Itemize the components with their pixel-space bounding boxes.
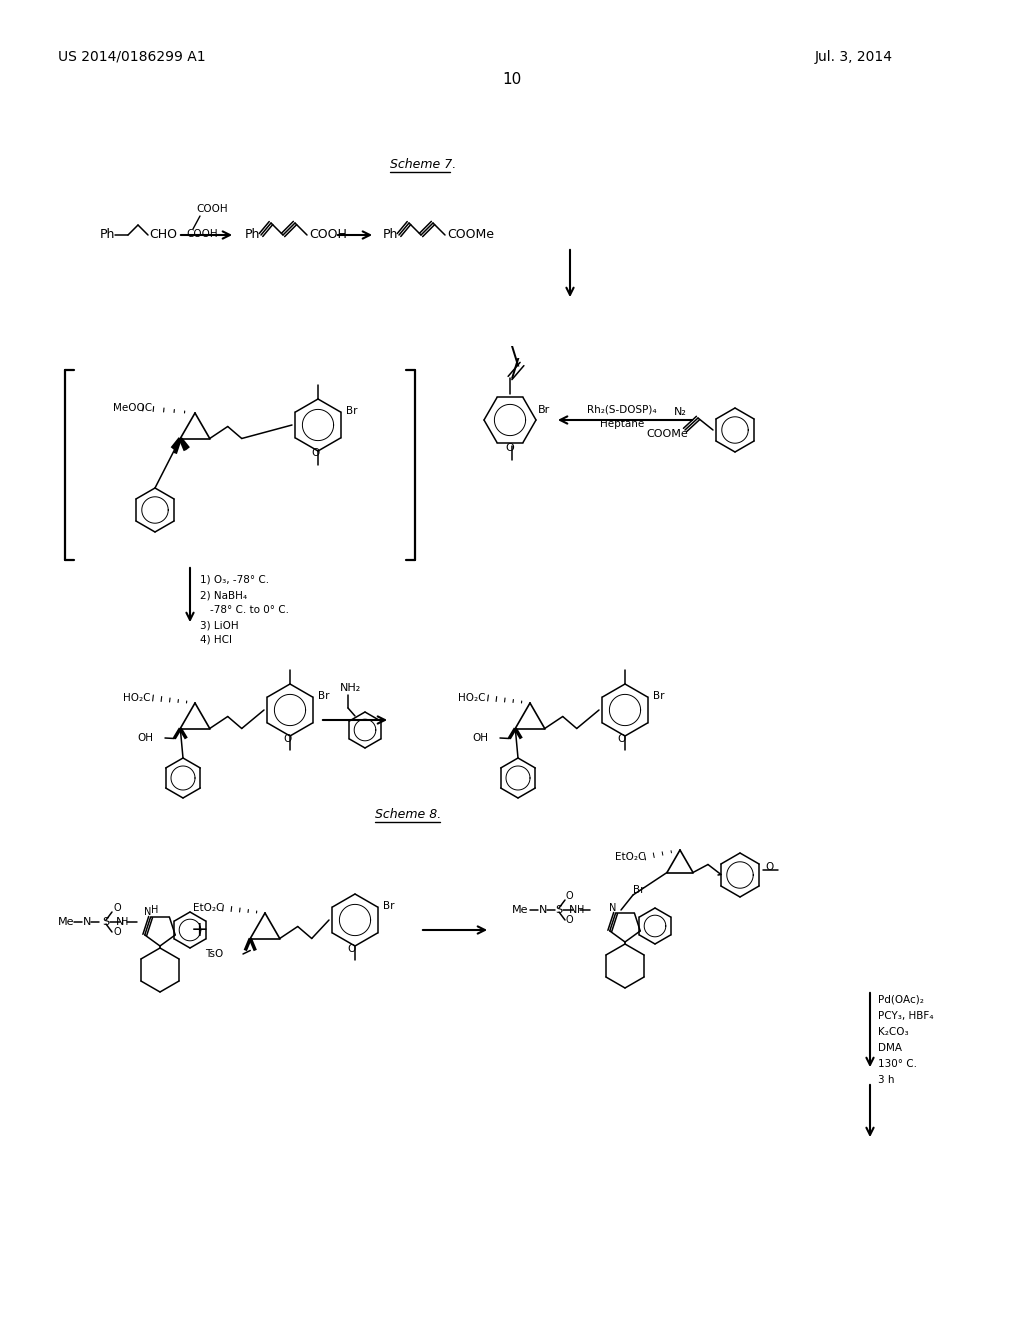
Text: /: / — [511, 356, 519, 380]
Text: Br: Br — [383, 902, 394, 911]
Text: OH: OH — [472, 733, 488, 743]
Text: H: H — [577, 906, 585, 915]
Text: Br: Br — [653, 690, 665, 701]
Text: HO₂C: HO₂C — [458, 693, 485, 704]
Text: COOH: COOH — [196, 205, 227, 214]
Text: NH₂: NH₂ — [340, 682, 361, 693]
Text: Jul. 3, 2014: Jul. 3, 2014 — [815, 50, 893, 63]
Text: Br: Br — [633, 884, 644, 895]
Text: O: O — [348, 944, 356, 954]
Text: Br: Br — [346, 407, 357, 416]
Text: O: O — [566, 891, 573, 902]
Text: 10: 10 — [503, 73, 521, 87]
Text: O: O — [765, 862, 773, 873]
Text: 3 h: 3 h — [878, 1074, 895, 1085]
Text: O: O — [505, 444, 514, 453]
Text: 4) HCl: 4) HCl — [200, 635, 232, 645]
Text: Ph: Ph — [245, 228, 260, 242]
Text: HO₂C: HO₂C — [123, 693, 151, 704]
Text: Rh₂(S-DOSP)₄: Rh₂(S-DOSP)₄ — [587, 405, 656, 414]
Text: H: H — [121, 917, 128, 927]
Text: -78° C. to 0° C.: -78° C. to 0° C. — [210, 605, 289, 615]
Text: US 2014/0186299 A1: US 2014/0186299 A1 — [58, 50, 206, 63]
Text: N: N — [569, 906, 578, 915]
Text: DMA: DMA — [878, 1043, 902, 1053]
Text: Ph: Ph — [383, 228, 398, 242]
Text: N: N — [609, 903, 616, 913]
Text: N: N — [539, 906, 548, 915]
Text: N: N — [116, 917, 124, 927]
Text: TsO: TsO — [205, 949, 223, 960]
Text: Br: Br — [538, 405, 550, 414]
Text: H: H — [152, 906, 159, 915]
Text: S: S — [102, 917, 110, 927]
Text: N: N — [144, 907, 152, 917]
Text: N: N — [83, 917, 91, 927]
Text: O: O — [311, 447, 319, 458]
Text: COOH: COOH — [186, 228, 218, 239]
Text: Heptane: Heptane — [600, 418, 644, 429]
Text: S: S — [555, 906, 562, 915]
Text: Br: Br — [318, 690, 330, 701]
Text: O: O — [113, 903, 121, 913]
Text: O: O — [566, 915, 573, 925]
Text: \: \ — [511, 345, 519, 368]
Text: PCY₃, HBF₄: PCY₃, HBF₄ — [878, 1011, 934, 1020]
Text: 130° C.: 130° C. — [878, 1059, 918, 1069]
Text: Me: Me — [512, 906, 528, 915]
Text: COOMe: COOMe — [646, 429, 688, 440]
Text: O: O — [617, 734, 626, 744]
Text: MeOOC: MeOOC — [113, 403, 153, 413]
Text: COOH: COOH — [309, 228, 347, 242]
Text: OH: OH — [137, 733, 153, 743]
Text: K₂CO₃: K₂CO₃ — [878, 1027, 908, 1038]
Text: Scheme 8.: Scheme 8. — [375, 808, 441, 821]
Text: 2) NaBH₄: 2) NaBH₄ — [200, 590, 247, 601]
Text: N₂: N₂ — [674, 407, 687, 417]
Text: Me: Me — [58, 917, 75, 927]
Text: EtO₂C: EtO₂C — [615, 851, 645, 862]
Text: Pd(OAc)₂: Pd(OAc)₂ — [878, 995, 924, 1005]
Text: EtO₂C: EtO₂C — [193, 903, 223, 913]
Text: +: + — [191, 920, 209, 940]
Text: 1) O₃, -78° C.: 1) O₃, -78° C. — [200, 576, 269, 585]
Text: CHO: CHO — [150, 228, 177, 242]
Text: COOMe: COOMe — [447, 228, 494, 242]
Text: 3) LiOH: 3) LiOH — [200, 620, 239, 630]
Text: Ph: Ph — [100, 228, 116, 242]
Text: O: O — [113, 927, 121, 937]
Text: O: O — [283, 734, 291, 744]
Text: Scheme 7.: Scheme 7. — [390, 158, 457, 172]
